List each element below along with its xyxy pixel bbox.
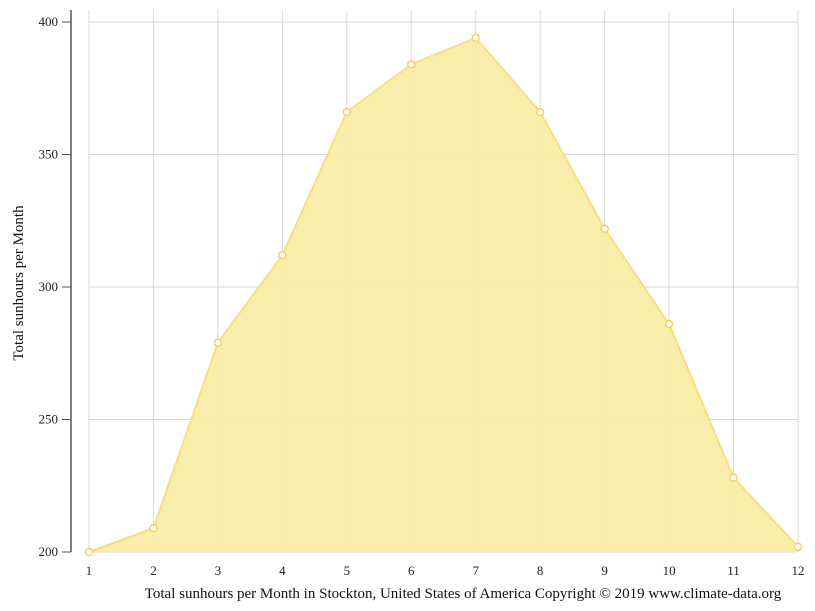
- y-tick-label: 350: [39, 147, 59, 162]
- x-tick-label: 7: [472, 563, 479, 578]
- data-point-marker: [535, 107, 545, 117]
- area-fill: [89, 37, 798, 552]
- data-point-marker: [471, 33, 480, 43]
- x-tick-label: 8: [537, 563, 544, 578]
- y-tick-label: 400: [39, 14, 59, 29]
- x-tick-label: 3: [215, 563, 222, 578]
- x-tick-label: 11: [727, 563, 740, 578]
- y-tick-label: 200: [39, 544, 59, 559]
- y-axis-title: Total sunhours per Month: [11, 205, 27, 361]
- x-tick-label: 10: [663, 563, 676, 578]
- data-point-marker: [600, 224, 609, 233]
- x-tick-label: 5: [344, 563, 351, 578]
- data-point-marker: [407, 60, 416, 69]
- data-point-marker: [342, 107, 352, 117]
- x-tick-label: 2: [150, 563, 157, 578]
- data-point-marker: [793, 542, 803, 551]
- data-point-marker: [278, 250, 287, 260]
- area-line: [88, 36, 799, 553]
- x-tick-label: 6: [408, 563, 415, 578]
- x-tick-label: 1: [86, 563, 93, 578]
- data-point-marker: [149, 523, 158, 533]
- data-point-marker: [729, 473, 738, 483]
- y-tick-label: 300: [39, 279, 59, 294]
- x-tick-label: 9: [601, 563, 608, 578]
- x-axis-title: Total sunhours per Month in Stockton, Un…: [145, 586, 782, 602]
- y-tick-label: 250: [39, 412, 59, 427]
- data-point-marker: [213, 338, 223, 347]
- x-tick-label: 12: [792, 563, 805, 578]
- data-area: [88, 36, 799, 553]
- data-point-marker: [84, 547, 94, 557]
- x-tick-label: 4: [279, 563, 286, 578]
- data-points: [84, 33, 803, 557]
- data-point-marker: [664, 319, 674, 329]
